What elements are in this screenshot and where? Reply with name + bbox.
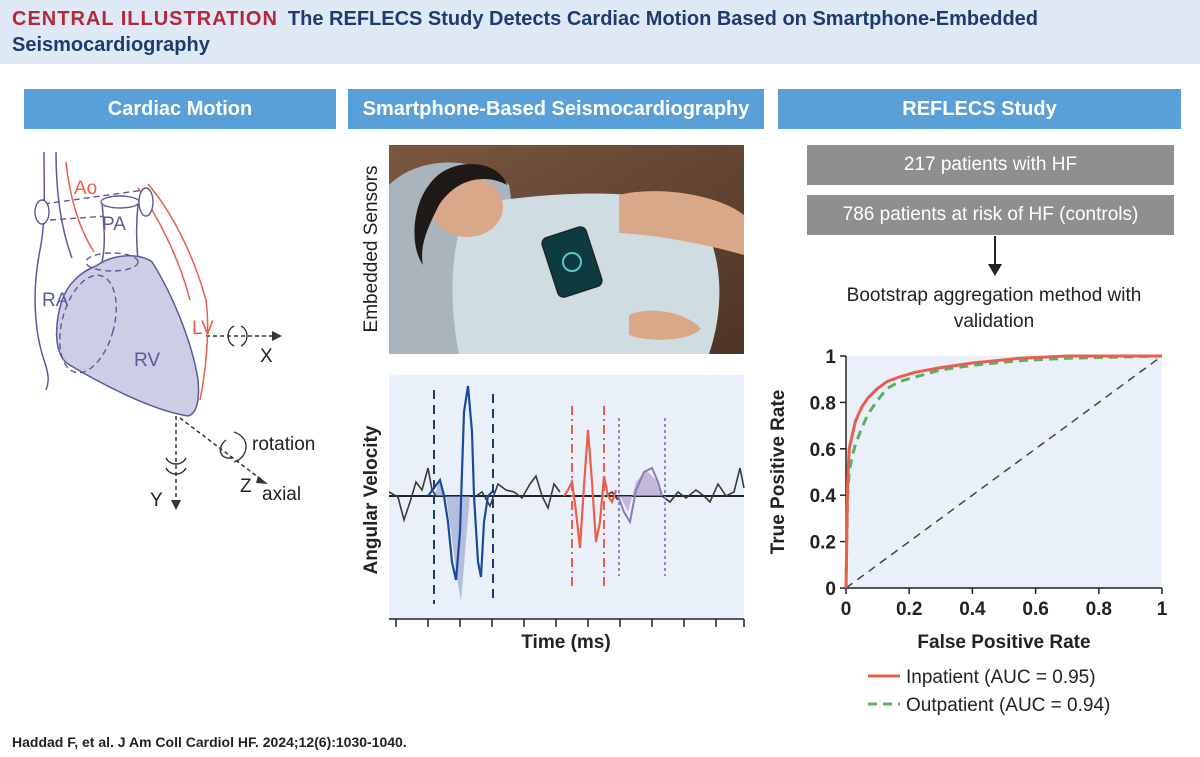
- embedded-sensors-label: Embedded Sensors: [361, 166, 382, 333]
- aorta-ring-left: [34, 199, 50, 225]
- roc-xtick-label-2: 0.4: [959, 599, 986, 620]
- method-text: Bootstrap aggregation method with valida…: [846, 285, 1142, 332]
- gray-signal: [388, 467, 745, 523]
- label-ao: Ao: [74, 178, 97, 199]
- ac-shaded-lobe: [620, 470, 661, 512]
- label-y: Y: [150, 490, 163, 511]
- embedded-sensors-label-wrap: Embedded Sensors: [361, 166, 382, 333]
- y-rotation-arc-2: [165, 467, 187, 475]
- roc-legend: Inpatient (AUC = 0.95) Outpatient (AUC =…: [868, 667, 1110, 716]
- label-axial: axial: [262, 484, 301, 505]
- x-rotation-arc-2: [240, 325, 248, 347]
- title-text: The REFLECS Study Detects Cardiac Motion…: [12, 8, 1039, 56]
- smartphone-screen-glow: [562, 252, 582, 272]
- legend-label-inpatient: Inpatient (AUC = 0.95): [906, 667, 1096, 688]
- label-lv: LV: [192, 318, 214, 339]
- aorta-outline-2: [147, 183, 209, 401]
- smartphone: [541, 226, 603, 298]
- cardiac-motion-header: Cardiac Motion: [24, 89, 336, 129]
- title-band: [0, 0, 1200, 64]
- z-axis-line: [179, 417, 263, 481]
- arm-right: [619, 191, 744, 255]
- heart-diagram: Ao PA RA LV RV X rotation Z axial Y: [34, 151, 315, 511]
- roc-ticks: 0 0.2 0.4 0.6 0.8 1 0 0.2 0.4 0.6 0.8 1: [810, 347, 1168, 620]
- patient-photo-illustration: [389, 145, 744, 354]
- hand: [629, 310, 701, 340]
- roc-ytick-label-0: 0: [825, 579, 836, 600]
- purple-signal: [617, 466, 663, 525]
- aorta-outline: [65, 161, 95, 253]
- blue-signal: [427, 385, 495, 581]
- seismocardiography-header: Smartphone-Based Seismocardiography: [348, 89, 764, 129]
- roc-xlabel: False Positive Rate: [917, 632, 1090, 653]
- flow-arrow-head: [988, 264, 1002, 276]
- z-axis-arrow: [256, 476, 268, 484]
- y-axis-arrow: [171, 500, 181, 510]
- hf-patients-box: 217 patients with HF: [807, 145, 1174, 185]
- hair: [414, 163, 507, 265]
- roc-xtick-label-3: 0.6: [1022, 599, 1048, 620]
- pulmonary-artery-top: [100, 195, 140, 209]
- x-axis-arrow: [272, 331, 282, 341]
- y-rotation-arc: [165, 457, 187, 465]
- label-rotation: rotation: [252, 434, 315, 455]
- page-title: CENTRAL ILLUSTRATION The REFLECS Study De…: [12, 6, 1182, 58]
- legend-label-outpatient: Outpatient (AUC = 0.94): [906, 695, 1110, 716]
- right-ventricle: [55, 255, 200, 417]
- citation: Haddad F, et al. J Am Coll Cardiol HF. 2…: [12, 734, 407, 750]
- roc-ytick-label-2: 0.4: [810, 486, 837, 507]
- label-ra: RA: [42, 290, 69, 311]
- roc-ylabel: True Positive Rate: [768, 390, 789, 555]
- roc-line-outpatient: [844, 354, 1163, 589]
- roc-chart: 0 0.2 0.4 0.6 0.8 1 0 0.2 0.4 0.6 0.8 1 False Posit…: [768, 347, 1168, 716]
- flow-arrow: [988, 236, 1002, 276]
- roc-xtick-label-0: 0: [841, 599, 852, 620]
- waveform-ylabel: Angular Velocity: [361, 425, 382, 574]
- roc-xtick-label-5: 1: [1157, 599, 1168, 620]
- x-rotation-arc: [227, 325, 235, 347]
- roc-line-chance: [845, 355, 1163, 589]
- label-rv: RV: [134, 350, 160, 371]
- patient-photo: [389, 145, 744, 354]
- title-label: CENTRAL ILLUSTRATION: [12, 8, 278, 30]
- vessel-dash-1: [43, 189, 145, 205]
- roc-series: [844, 354, 1163, 589]
- vena-cava-inner: [55, 151, 73, 259]
- roc-ytick-label-4: 0.8: [810, 393, 836, 414]
- label-pa: PA: [102, 214, 126, 235]
- roc-ytick-label-5: 1: [825, 347, 836, 368]
- label-x: X: [260, 346, 273, 367]
- roc-xtick-label-4: 0.8: [1086, 599, 1112, 620]
- controls-box: 786 patients at risk of HF (controls): [807, 195, 1174, 235]
- roc-line-inpatient: [844, 354, 1162, 589]
- roc-ytick-label-3: 0.6: [810, 440, 836, 461]
- pulmonary-valve: [85, 252, 139, 272]
- vena-cava-outline: [34, 151, 49, 391]
- aorta-ring-right: [138, 187, 154, 217]
- roc-xtick-label-1: 0.2: [896, 599, 922, 620]
- roc-ytick-label-1: 0.2: [810, 533, 836, 554]
- z-rotation-arc-2: [233, 431, 247, 463]
- waveform-xlabel: Time (ms): [521, 632, 610, 653]
- z-rotation-arc: [219, 439, 233, 459]
- waveform-ticks: [395, 619, 745, 627]
- label-z: Z: [240, 476, 252, 497]
- reflecs-study-header: REFLECS Study: [778, 89, 1181, 129]
- waveform-chart: Angular Velocity Time (ms): [361, 375, 745, 653]
- tricuspid-annulus: [59, 274, 117, 374]
